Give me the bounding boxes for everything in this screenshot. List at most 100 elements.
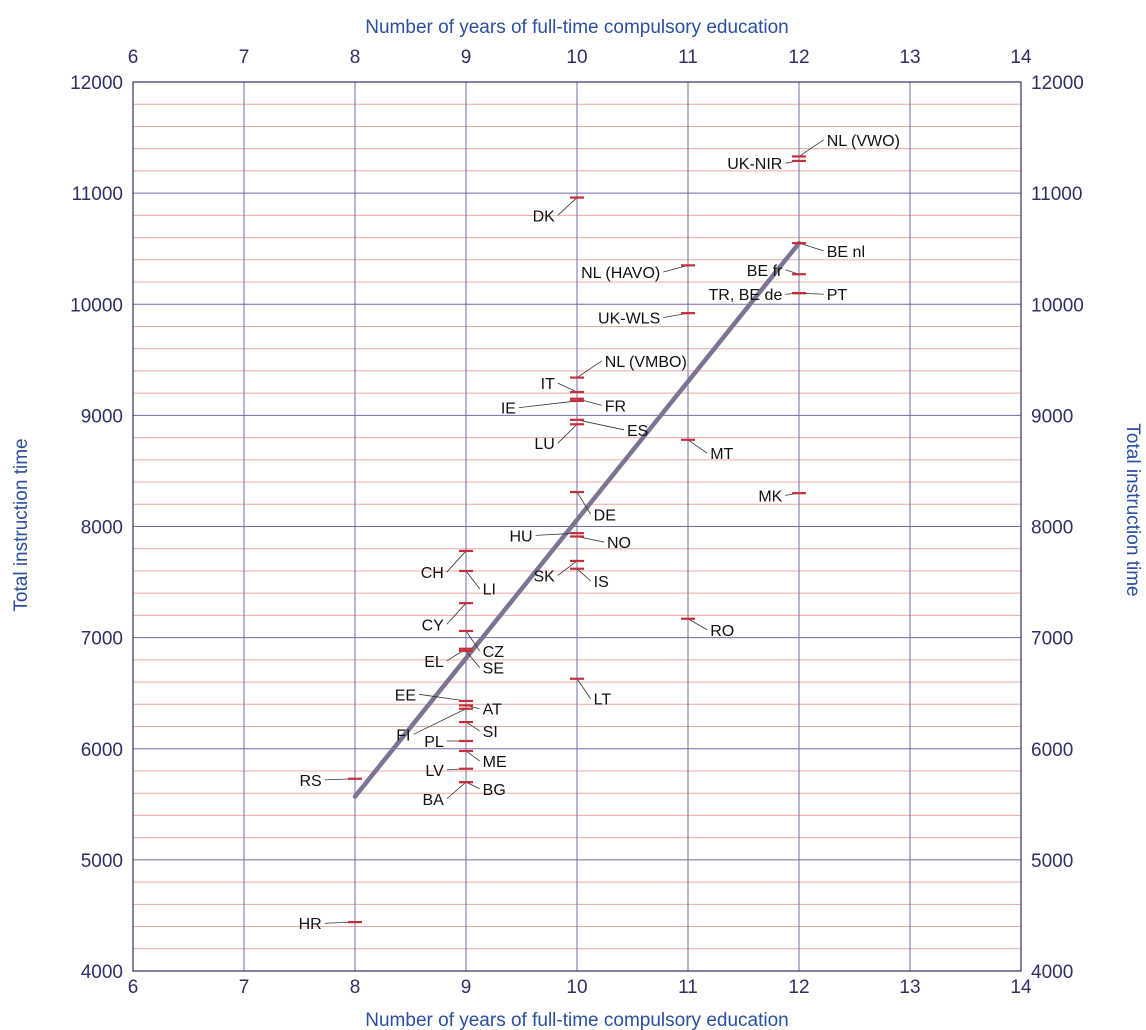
x-tick-label-top: 11 (678, 47, 698, 68)
y-tick-label-left: 10000 (70, 295, 123, 316)
y-tick-label-left: 8000 (81, 518, 123, 539)
x-tick-label-top: 8 (350, 47, 361, 68)
x-tick-label-top: 13 (899, 47, 920, 68)
x-tick-label-top: 6 (128, 47, 139, 68)
label-leader (576, 678, 591, 699)
country-label: LI (483, 582, 496, 599)
x-tick-label-bottom: 7 (239, 977, 250, 998)
label-leader (798, 242, 824, 252)
data-markers (348, 155, 806, 924)
label-leaders (324, 139, 824, 924)
country-label: NL (VMBO) (605, 354, 687, 371)
x-tick-label-bottom: 8 (350, 977, 361, 998)
label-leader (465, 570, 480, 589)
country-label: UK-WLS (598, 311, 660, 328)
x-tick-label-bottom: 13 (899, 977, 920, 998)
country-label: RO (710, 623, 734, 640)
country-label: SK (533, 568, 555, 585)
y-tick-label-left: 7000 (81, 629, 123, 650)
y-tick-label-right: 11000 (1031, 184, 1082, 205)
country-label: HU (509, 528, 532, 545)
y-tick-label-left: 12000 (70, 73, 123, 94)
label-leader (687, 618, 708, 631)
x-tick-label-top: 14 (1010, 47, 1032, 68)
country-label: CY (422, 617, 445, 634)
label-leader (465, 650, 480, 668)
y-tick-label-right: 8000 (1031, 518, 1073, 539)
country-label: LT (594, 692, 612, 709)
country-label: MK (758, 488, 782, 505)
x-tick-label-bottom: 11 (678, 977, 698, 998)
country-label: PL (424, 734, 444, 751)
x-tick-label-bottom: 12 (788, 977, 809, 998)
country-label: BA (422, 792, 444, 809)
x-axis-title-top: Number of years of full-time compulsory … (365, 17, 788, 38)
label-leader (557, 382, 578, 393)
country-label: UK-NIR (727, 156, 782, 173)
y-tick-label-right: 5000 (1031, 851, 1073, 872)
country-label: NL (HAVO) (581, 265, 660, 282)
country-label: BE nl (827, 244, 865, 261)
country-label: EL (424, 654, 444, 671)
x-tick-label-bottom: 10 (566, 977, 587, 998)
label-leader (446, 602, 467, 625)
country-label: MT (710, 446, 733, 463)
label-leader (576, 360, 602, 378)
y-tick-label-right: 10000 (1031, 295, 1084, 316)
label-leader (518, 400, 578, 408)
country-label: LV (425, 763, 444, 780)
country-label: TR, BE de (709, 287, 783, 304)
x-tick-label-top: 9 (461, 47, 472, 68)
country-label: LU (534, 436, 554, 453)
label-leader (557, 197, 578, 216)
x-axis-title-bottom: Number of years of full-time compulsory … (365, 1010, 788, 1030)
y-tick-label-left: 6000 (81, 740, 123, 761)
x-tick-label-top: 10 (566, 47, 587, 68)
y-tick-label-right: 4000 (1031, 962, 1073, 983)
label-leader (465, 781, 480, 790)
label-leader (557, 423, 578, 444)
label-leader (576, 491, 591, 515)
y-tick-label-right: 12000 (1031, 73, 1084, 94)
x-tick-label-bottom: 6 (128, 977, 139, 998)
trend-line-group (352, 240, 802, 799)
country-label: DK (533, 208, 556, 225)
y-tick-label-left: 4000 (81, 962, 123, 983)
y-tick-label-right: 7000 (1031, 629, 1073, 650)
country-label: ME (483, 754, 507, 771)
country-label: IE (501, 401, 516, 418)
trend-line (352, 240, 802, 799)
country-label: DE (594, 507, 616, 524)
country-label: CH (421, 565, 444, 582)
country-label: ES (627, 423, 648, 440)
label-leader (465, 630, 480, 652)
country-label: BG (483, 782, 506, 799)
label-leader (465, 750, 480, 762)
label-leader (413, 708, 467, 735)
y-axis-title-right: Total instruction time (1122, 423, 1143, 596)
label-leader (446, 550, 467, 573)
country-label: SI (483, 724, 498, 741)
country-label: NL (VWO) (827, 133, 900, 150)
label-leader (465, 721, 480, 732)
label-leader (576, 398, 602, 406)
country-label: IS (594, 574, 609, 591)
y-tick-label-right: 6000 (1031, 740, 1073, 761)
country-label: PT (827, 287, 848, 304)
country-label: HR (299, 916, 322, 933)
country-label: FI (396, 727, 410, 744)
label-leader (663, 264, 689, 273)
label-leader (687, 439, 708, 454)
country-label: CZ (483, 644, 505, 661)
x-tick-label-bottom: 9 (461, 977, 472, 998)
x-tick-label-top: 12 (788, 47, 809, 68)
country-label: RS (299, 773, 321, 790)
label-leader (798, 139, 824, 157)
country-label: BE fr (747, 263, 783, 280)
country-label: AT (483, 702, 502, 719)
label-leader (576, 419, 625, 431)
y-tick-label-left: 5000 (81, 851, 123, 872)
country-label: SE (483, 661, 504, 678)
x-tick-label-bottom: 14 (1010, 977, 1032, 998)
